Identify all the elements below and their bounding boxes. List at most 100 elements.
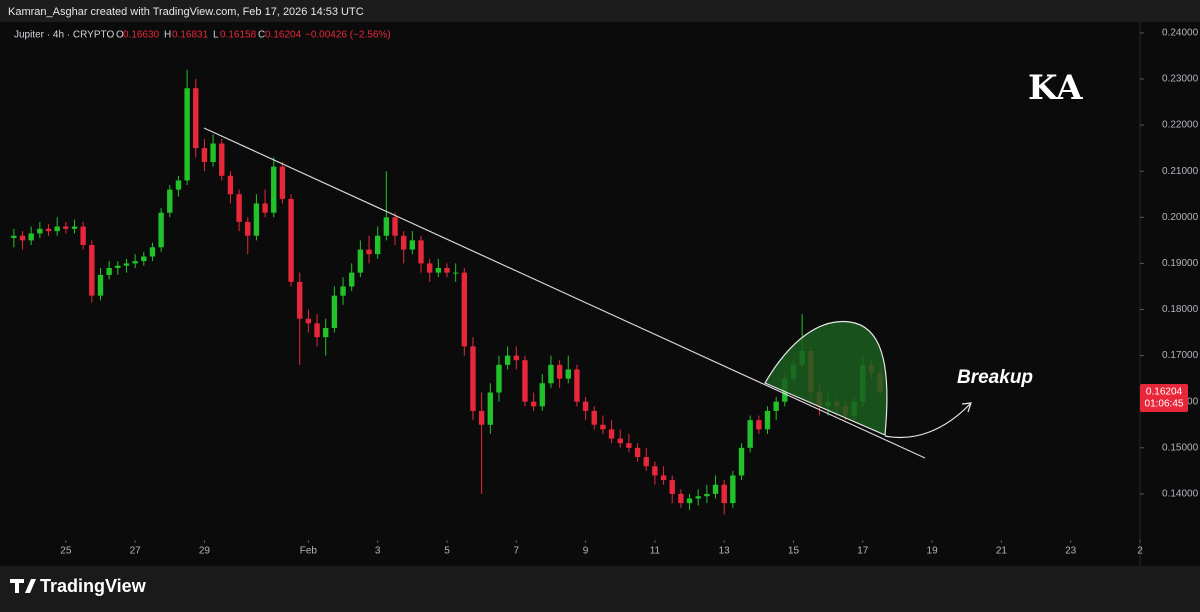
candle-body xyxy=(470,346,476,411)
candle-body xyxy=(45,228,52,232)
candle-body xyxy=(400,235,407,250)
x-tick-label: 15 xyxy=(788,546,800,557)
candle-body xyxy=(530,401,537,407)
candle-body xyxy=(245,221,251,236)
x-tick-label: 7 xyxy=(514,546,520,557)
candle-body xyxy=(574,369,580,402)
x-tick-label: 9 xyxy=(583,546,589,557)
x-tick-label: 17 xyxy=(857,546,869,557)
breakup-arrow xyxy=(884,403,971,439)
candle-body xyxy=(392,217,398,236)
candle-body xyxy=(626,443,632,448)
candle-body xyxy=(349,272,355,287)
candle-body xyxy=(452,272,459,274)
candle-body xyxy=(71,226,78,229)
y-tick-label: 0.17000 xyxy=(1162,350,1199,361)
candle-body xyxy=(366,249,372,255)
x-tick-label: 19 xyxy=(927,546,939,557)
candle-body xyxy=(262,203,268,213)
legend-value: 0.16158 xyxy=(220,30,257,41)
candle-body xyxy=(54,226,60,232)
bottom-bar xyxy=(0,566,1200,612)
candle-body xyxy=(634,447,641,458)
price-tag: 0.16204 01:06:45 xyxy=(1140,384,1188,412)
candle-body xyxy=(279,166,286,199)
candle-body xyxy=(764,410,771,430)
candle-body xyxy=(357,249,364,273)
brand-logo xyxy=(10,579,36,593)
candle-body xyxy=(504,355,511,365)
legend-key: L xyxy=(213,30,219,41)
candle-body xyxy=(522,360,528,402)
price-tag-box xyxy=(1140,384,1188,412)
candle-body xyxy=(565,369,571,379)
candle-body xyxy=(37,228,43,234)
candle-body xyxy=(426,263,433,273)
candle-body xyxy=(608,429,615,439)
y-tick-label: 0.20000 xyxy=(1162,212,1199,223)
annotation: Breakup xyxy=(957,367,1033,388)
y-tick-label: 0.22000 xyxy=(1162,120,1199,131)
candle-body xyxy=(271,166,277,213)
candle-body xyxy=(721,484,727,504)
candle-body xyxy=(409,240,416,250)
candle-body xyxy=(236,194,242,222)
y-tick-label: 0.21000 xyxy=(1162,166,1199,177)
candle-body xyxy=(167,189,173,213)
brand-name: TradingView xyxy=(40,576,147,596)
candle-body xyxy=(695,496,701,499)
y-tick-label: 0.23000 xyxy=(1162,74,1199,85)
chart-background xyxy=(0,22,1200,566)
y-tick-label: 0.24000 xyxy=(1162,28,1199,39)
plot: 0.140000.150000.160000.170000.180000.190… xyxy=(11,28,1199,557)
candle-body xyxy=(678,493,684,504)
candle-body xyxy=(210,143,216,162)
x-tick-label: Feb xyxy=(300,546,318,557)
breakout-dome xyxy=(764,320,888,436)
candle-body xyxy=(158,212,164,248)
x-tick-label: 5 xyxy=(444,546,450,557)
candle-body xyxy=(756,420,762,430)
candle-body xyxy=(478,410,485,425)
candle-body xyxy=(487,392,493,425)
x-tick-label: 11 xyxy=(650,546,661,557)
legend-value: 0.16831 xyxy=(172,30,209,41)
candle-body xyxy=(738,447,745,476)
legend-key: O xyxy=(116,30,124,41)
arrow-head xyxy=(961,402,972,413)
y-tick-label: 0.14000 xyxy=(1162,489,1199,500)
x-tick-label: 27 xyxy=(130,546,142,557)
candle-body xyxy=(686,498,693,504)
candle-body xyxy=(712,484,719,494)
candle-body xyxy=(288,198,294,282)
candle-body xyxy=(28,233,34,241)
candle-body xyxy=(314,323,320,338)
candle-body xyxy=(297,281,303,319)
y-tick-label: 0.18000 xyxy=(1162,304,1199,315)
candle-body xyxy=(115,265,121,269)
candle-body xyxy=(97,274,104,296)
candle-body xyxy=(11,235,17,239)
candle-body xyxy=(106,268,112,275)
candle-body xyxy=(461,272,468,347)
candle-body xyxy=(331,295,338,328)
candle-body xyxy=(747,420,753,448)
candle-body xyxy=(340,286,346,296)
y-tick-label: 0.19000 xyxy=(1162,258,1199,269)
candle-body xyxy=(19,235,26,241)
candle-body xyxy=(669,480,675,494)
x-tick-label: 29 xyxy=(199,546,211,557)
x-tick-label: 21 xyxy=(996,546,1008,557)
candle-body xyxy=(773,401,779,411)
watermark: KA xyxy=(1028,68,1083,108)
candle-body xyxy=(660,475,667,481)
symbol: Jupiter · 4h · CRYPTO xyxy=(14,30,114,41)
candle-body xyxy=(643,457,649,467)
candle-body xyxy=(383,217,390,236)
candle-body xyxy=(496,364,502,393)
candle-body xyxy=(323,327,329,338)
legend-key: H xyxy=(164,30,171,41)
candle-body xyxy=(556,364,563,379)
countdown: 01:06:45 xyxy=(1145,399,1184,410)
